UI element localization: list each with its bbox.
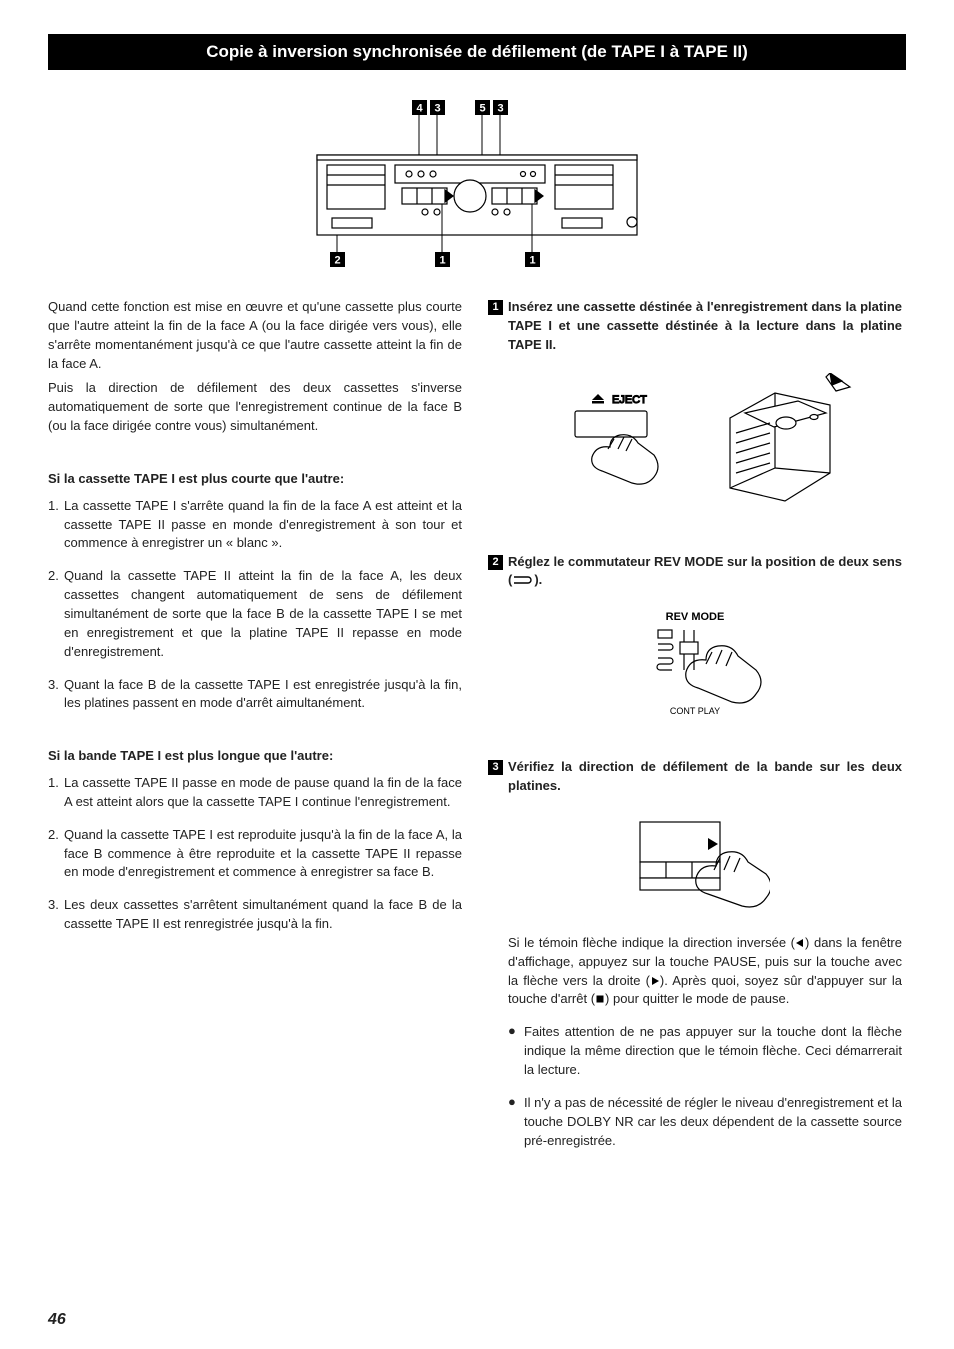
step-1-figure: EJECT	[488, 373, 902, 513]
step-badge-2: 2	[488, 555, 503, 570]
step-badge-3: 3	[488, 760, 503, 775]
rev-mode-svg: REV MODE CONT PLAY	[620, 608, 770, 718]
eject-icon	[592, 394, 604, 400]
step-2-text: Réglez le commutateur REV MODE sur la po…	[508, 553, 902, 591]
eject-cassette-svg: EJECT	[530, 373, 860, 513]
list-item: 2.Quand la cassette TAPE I est reproduit…	[48, 826, 462, 883]
right-column: 1 Insérez une cassette déstinée à l'enre…	[488, 298, 902, 1164]
page-title-bar: Copie à inversion synchronisée de défile…	[48, 34, 906, 70]
play-right-icon	[650, 976, 660, 986]
bullet-icon: ●	[508, 1023, 524, 1080]
eject-label: EJECT	[612, 394, 647, 406]
list-item: 3.Quant la face B de la cassette TAPE I …	[48, 676, 462, 714]
step-3-bullets: ●Faites attention de ne pas appuyer sur …	[488, 1023, 902, 1150]
cont-play-label: CONT PLAY	[670, 706, 720, 716]
step-1-text: Insérez une cassette déstinée à l'enregi…	[508, 298, 902, 355]
list-shorter: 1.La cassette TAPE I s'arrête quand la f…	[48, 497, 462, 713]
list-item: ●Il n'y a pas de nécessité de régler le …	[508, 1094, 902, 1151]
device-diagram-svg: 4 3 5 3	[297, 100, 657, 270]
list-item: 3.Les deux cassettes s'arrêtent simultan…	[48, 896, 462, 934]
play-left-icon	[795, 938, 805, 948]
diagram-badge-5: 5	[479, 103, 485, 115]
step-3-figure	[488, 814, 902, 914]
diagram-badge-4: 4	[416, 103, 423, 115]
diagram-badge-1a: 1	[439, 255, 445, 267]
step-3-text: Vérifiez la direction de défilement de l…	[508, 758, 902, 796]
two-way-icon	[512, 575, 534, 585]
list-item: 2.Quand la cassette TAPE II atteint la f…	[48, 567, 462, 661]
step-3-paragraph: Si le témoin flèche indique la direction…	[488, 934, 902, 1009]
intro-paragraph-2: Puis la direction de défilement des deux…	[48, 379, 462, 436]
content-columns: Quand cette fonction est mise en œuvre e…	[48, 298, 906, 1164]
diagram-badge-2: 2	[334, 255, 340, 267]
direction-svg	[620, 814, 770, 914]
step-2-figure: REV MODE CONT PLAY	[488, 608, 902, 718]
list-item: 1.La cassette TAPE II passe en mode de p…	[48, 774, 462, 812]
heading-longer: Si la bande TAPE I est plus longue que l…	[48, 747, 462, 766]
left-column: Quand cette fonction est mise en œuvre e…	[48, 298, 462, 1164]
diagram-badge-3b: 3	[497, 103, 503, 115]
rev-mode-label: REV MODE	[666, 611, 725, 623]
step-2: 2 Réglez le commutateur REV MODE sur la …	[488, 553, 902, 591]
diagram-badge-3a: 3	[434, 103, 440, 115]
stop-icon	[595, 994, 605, 1004]
step-badge-1: 1	[488, 300, 503, 315]
step-3: 3 Vérifiez la direction de défilement de…	[488, 758, 902, 796]
intro-paragraph-1: Quand cette fonction est mise en œuvre e…	[48, 298, 462, 373]
page-number: 46	[48, 1311, 66, 1329]
bullet-icon: ●	[508, 1094, 524, 1151]
device-diagram: 4 3 5 3	[48, 100, 906, 270]
heading-shorter: Si la cassette TAPE I est plus courte qu…	[48, 470, 462, 489]
list-item: ●Faites attention de ne pas appuyer sur …	[508, 1023, 902, 1080]
list-item: 1.La cassette TAPE I s'arrête quand la f…	[48, 497, 462, 554]
diagram-badge-1b: 1	[529, 255, 535, 267]
step-1: 1 Insérez une cassette déstinée à l'enre…	[488, 298, 902, 355]
page: Copie à inversion synchronisée de défile…	[0, 0, 954, 1349]
list-longer: 1.La cassette TAPE II passe en mode de p…	[48, 774, 462, 934]
page-title: Copie à inversion synchronisée de défile…	[206, 42, 748, 61]
